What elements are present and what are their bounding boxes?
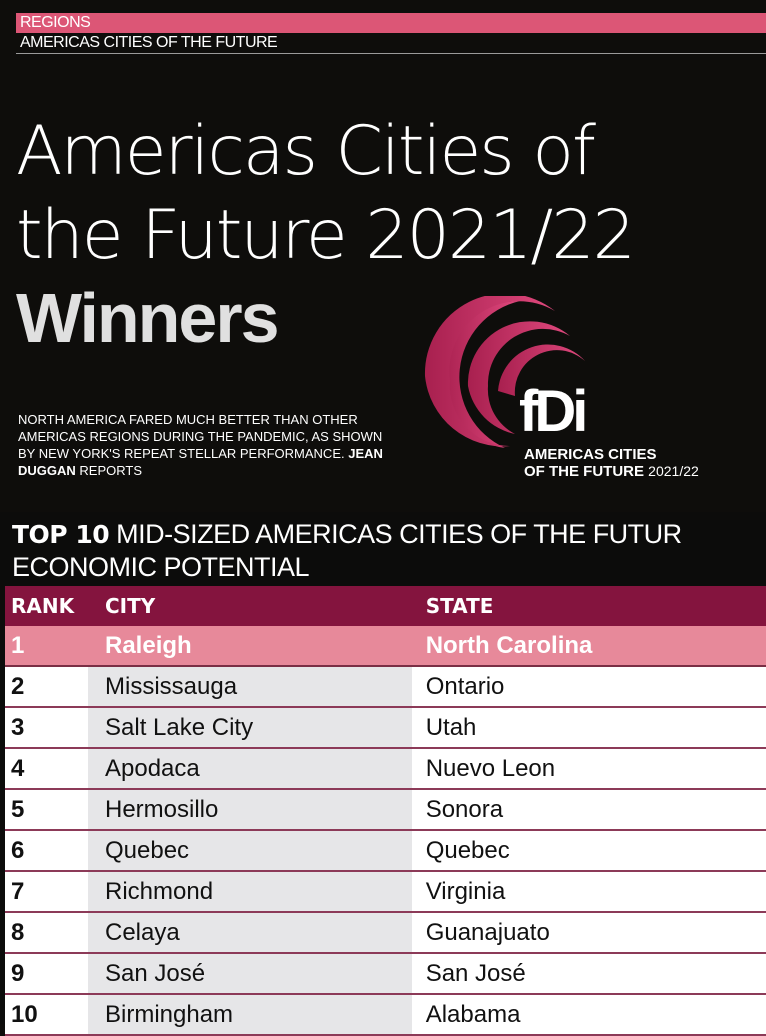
table-row: 10 Birmingham Alabama (5, 994, 766, 1036)
table-row: 3 Salt Lake City Utah (5, 707, 766, 749)
city-cell: San José (88, 953, 412, 995)
table-header-row: RANK CITY STATE (5, 586, 766, 626)
divider (16, 53, 766, 54)
city-cell: Salt Lake City (88, 707, 412, 749)
table-title-bold: TOP 10 (12, 520, 110, 549)
rank-cell: 7 (5, 871, 88, 913)
table-title-line-2: ECONOMIC POTENTIAL (12, 552, 310, 582)
city-cell: Raleigh (88, 626, 412, 667)
state-cell: San José (411, 953, 766, 995)
city-cell: Birmingham (88, 994, 412, 1036)
table-row: 1 Raleigh North Carolina (5, 626, 766, 667)
city-cell: Richmond (88, 871, 412, 913)
state-cell: North Carolina (411, 626, 766, 667)
rank-cell: 1 (5, 626, 88, 667)
deck-text: NORTH AMERICA FARED MUCH BETTER THAN OTH… (18, 412, 383, 461)
table-row: 5 Hermosillo Sonora (5, 789, 766, 831)
rank-cell: 5 (5, 789, 88, 831)
column-header-rank: RANK (5, 586, 88, 626)
table-row: 9 San José San José (5, 953, 766, 995)
logo-year: 2021/22 (648, 463, 699, 479)
city-cell: Apodaca (88, 748, 412, 790)
fdi-brand: fDi (519, 379, 588, 444)
city-cell: Hermosillo (88, 789, 412, 831)
article-title: Americas Cities of the Future 2021/22 (16, 110, 636, 278)
logo-line-2: OF THE FUTURE (524, 463, 644, 480)
rank-cell: 2 (5, 666, 88, 708)
table-row: 2 Mississauga Ontario (5, 666, 766, 708)
logo-subtitle: AMERICAS CITIES OF THE FUTURE 2021/22 (524, 447, 699, 480)
state-cell: Sonora (411, 789, 766, 831)
rank-cell: 10 (5, 994, 88, 1036)
state-cell: Alabama (411, 994, 766, 1036)
rank-cell: 8 (5, 912, 88, 954)
section-bar: REGIONS (16, 13, 766, 33)
city-cell: Quebec (88, 830, 412, 872)
title-line-1: Americas Cities of (16, 112, 596, 191)
column-header-city: CITY (88, 586, 412, 626)
table-row: 4 Apodaca Nuevo Leon (5, 748, 766, 790)
city-cell: Mississauga (88, 666, 412, 708)
subsection-label: AMERICAS CITIES OF THE FUTURE (20, 34, 278, 51)
rank-cell: 3 (5, 707, 88, 749)
rank-cell: 6 (5, 830, 88, 872)
deck-reports: REPORTS (79, 463, 143, 478)
section-label: REGIONS (20, 14, 91, 31)
state-cell: Ontario (411, 666, 766, 708)
state-cell: Guanajuato (411, 912, 766, 954)
city-cell: Celaya (88, 912, 412, 954)
table-row: 6 Quebec Quebec (5, 830, 766, 872)
title-winners: Winners (16, 279, 280, 357)
state-cell: Nuevo Leon (411, 748, 766, 790)
title-line-2: the Future 2021/22 (16, 196, 636, 275)
rankings-table: RANK CITY STATE 1 Raleigh North Carolina 2 M… (5, 586, 766, 1036)
state-cell: Quebec (411, 830, 766, 872)
logo-line-1: AMERICAS CITIES (524, 446, 657, 463)
table-title: TOP 10 MID-SIZED AMERICAS CITIES OF THE … (12, 518, 682, 583)
fdi-arcs-logo-icon (424, 296, 585, 448)
article-deck: NORTH AMERICA FARED MUCH BETTER THAN OTH… (18, 411, 388, 479)
column-header-state: STATE (411, 586, 766, 626)
table-row: 7 Richmond Virginia (5, 871, 766, 913)
author-name: JEAN DUGGAN (18, 446, 383, 478)
state-cell: Virginia (411, 871, 766, 913)
table-title-rest: MID-SIZED AMERICAS CITIES OF THE FUTUR (116, 519, 682, 549)
state-cell: Utah (411, 707, 766, 749)
rank-cell: 4 (5, 748, 88, 790)
table-row: 8 Celaya Guanajuato (5, 912, 766, 954)
rank-cell: 9 (5, 953, 88, 995)
